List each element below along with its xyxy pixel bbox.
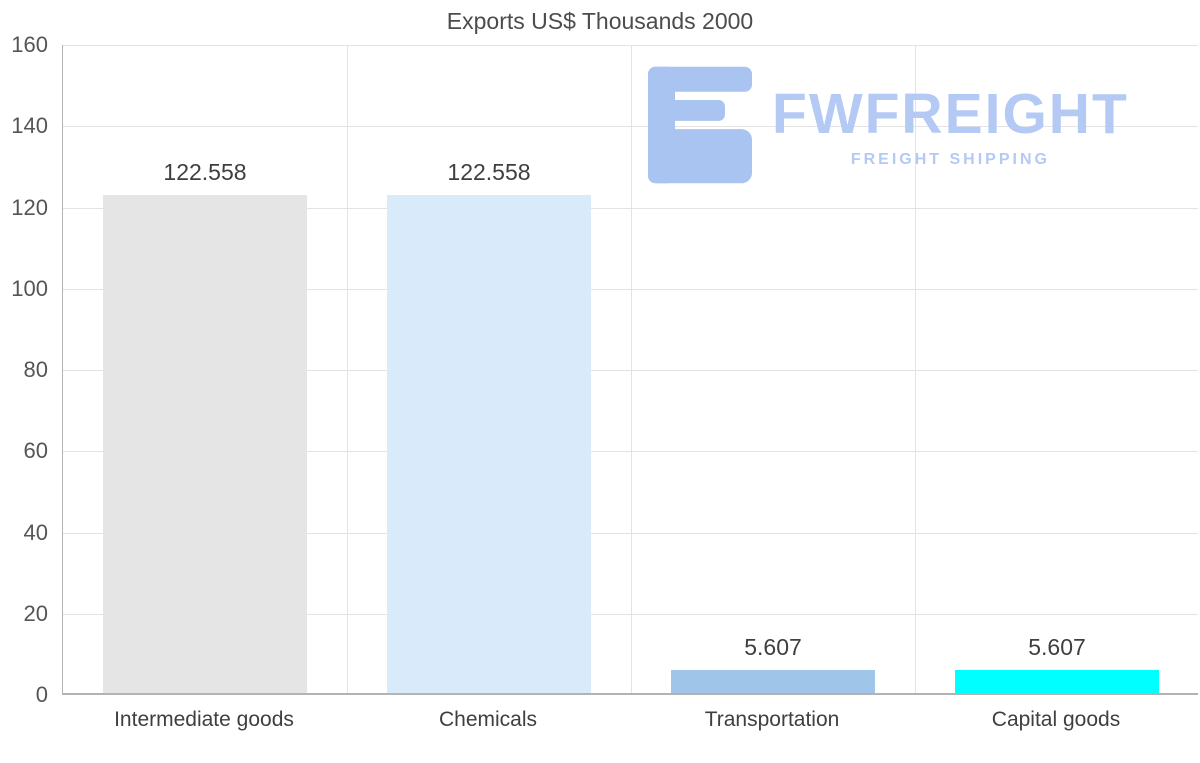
bar	[954, 670, 1160, 693]
y-tick-label: 100	[11, 275, 48, 301]
x-category-label: Capital goods	[991, 708, 1121, 731]
h-gridline	[63, 613, 1198, 615]
x-category-label: Chemicals	[438, 708, 538, 731]
y-tick-label: 0	[35, 682, 48, 707]
h-gridline	[63, 207, 1198, 209]
bar-value-label: 5.607	[1028, 634, 1086, 661]
y-tick-label: 40	[23, 519, 48, 545]
h-gridline	[63, 288, 1198, 290]
x-category-label: Transportation	[704, 708, 840, 731]
y-tick-label: 160	[11, 32, 48, 57]
y-tick-label: 80	[23, 357, 48, 382]
bar-value-label: 5.607	[744, 634, 802, 661]
y-tick-label: 140	[11, 113, 48, 139]
v-gridline	[631, 45, 632, 693]
bar-value-label: 122.558	[163, 159, 247, 186]
plot-area: 122.558 122.558 5.607 5.607	[62, 45, 1198, 695]
h-gridline	[63, 45, 1198, 46]
h-gridline	[63, 370, 1198, 371]
x-category-label: Intermediate goods	[114, 708, 294, 731]
h-gridline	[63, 126, 1198, 128]
bar	[386, 195, 592, 693]
h-gridline	[63, 532, 1198, 534]
bar	[102, 195, 308, 693]
bar	[670, 670, 876, 693]
chart-title: Exports US$ Thousands 2000	[446, 8, 754, 34]
y-tick-label: 60	[23, 438, 48, 464]
bar-value-label: 122.558	[447, 159, 531, 186]
v-gridline	[915, 45, 916, 693]
h-gridline	[63, 451, 1198, 453]
y-tick-label: 20	[23, 600, 48, 626]
y-tick-label: 120	[11, 194, 48, 220]
v-gridline	[347, 45, 348, 693]
